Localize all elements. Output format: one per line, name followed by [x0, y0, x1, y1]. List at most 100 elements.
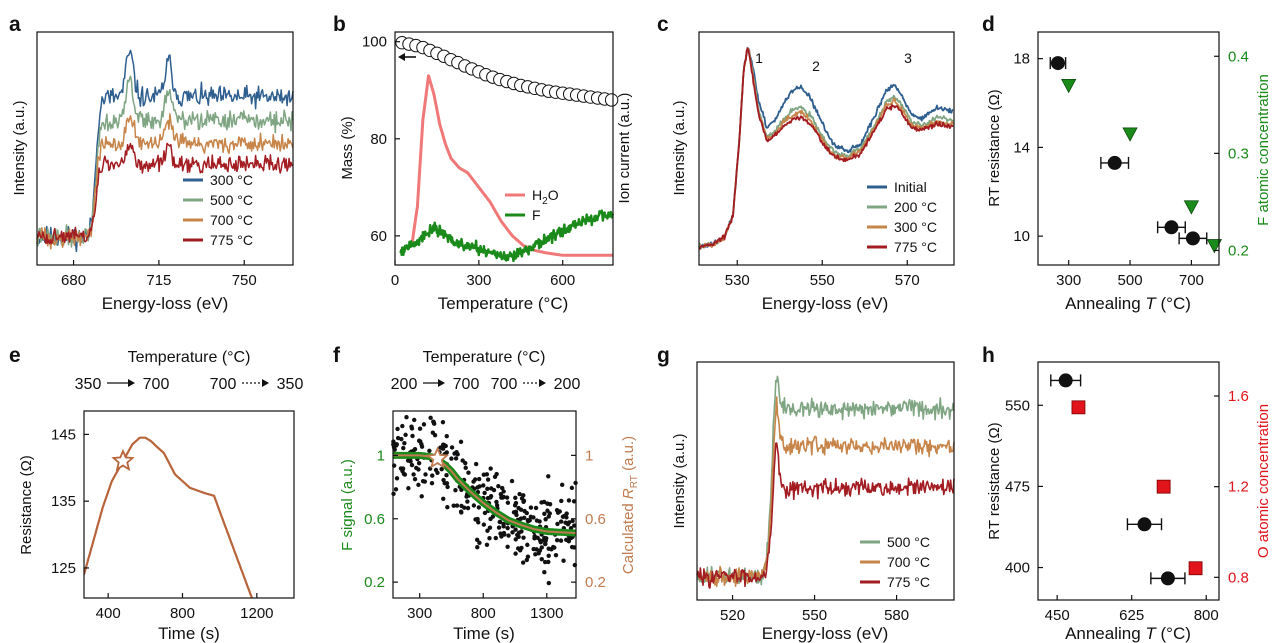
panel-c-chart: 530 550 570 1 2 3 Initial 200 °C 300 °C 775 °C Ene… — [671, 31, 955, 313]
data-point — [516, 530, 522, 535]
data-point — [534, 518, 540, 523]
x-tick-label: 680 — [61, 272, 86, 289]
f-concentration-marker — [1122, 127, 1138, 142]
data-point — [444, 433, 449, 439]
data-point — [501, 489, 506, 494]
data-point — [449, 456, 454, 461]
data-point — [526, 518, 532, 523]
data-point — [481, 522, 487, 527]
data-point — [566, 498, 572, 503]
x-tick-label: 500 — [1118, 272, 1143, 289]
y-tick-label: 0.3 — [1228, 145, 1249, 162]
data-point — [412, 477, 418, 482]
data-point — [455, 452, 460, 457]
x-tick-label: 530 — [725, 272, 750, 289]
data-point — [400, 423, 405, 429]
mass-marker — [604, 93, 619, 107]
series-line-3 — [698, 47, 954, 250]
y-tick-label: 1.2 — [1228, 479, 1249, 496]
f-concentration-marker — [1183, 200, 1200, 215]
data-point — [395, 435, 401, 441]
data-point — [410, 433, 415, 439]
star-marker-icon — [111, 448, 135, 472]
star-marker-icon — [425, 446, 450, 469]
top-temp-mid2: 700 — [210, 376, 237, 393]
data-point — [409, 426, 415, 431]
x-axis-label: Energy-loss (eV) — [762, 294, 889, 313]
legend-label: 500 °C — [887, 534, 930, 550]
y-tick-label: 10 — [1013, 228, 1030, 245]
panel-label-a: a — [9, 13, 21, 36]
resistance-marker — [1107, 155, 1122, 170]
data-point — [419, 441, 424, 447]
data-point — [417, 426, 423, 431]
data-point — [546, 559, 551, 565]
resistance-marker — [1137, 517, 1152, 532]
data-point — [524, 510, 529, 516]
f-concentration-marker — [1061, 78, 1077, 94]
y-tick-label: 18 — [1013, 51, 1030, 68]
y-tick-label: 1 — [377, 447, 385, 464]
data-point — [559, 482, 565, 487]
x-axis-label-part: T — [1145, 624, 1157, 643]
plot-frame — [698, 31, 955, 266]
data-point — [477, 540, 482, 546]
data-point — [430, 430, 436, 435]
panel-label-b: b — [333, 13, 346, 36]
data-point — [516, 534, 521, 540]
x-tick-label: 0 — [391, 272, 399, 289]
x-tick-label: 750 — [232, 272, 257, 289]
data-point — [427, 448, 432, 454]
data-point — [539, 545, 544, 550]
data-point — [406, 486, 411, 491]
data-point — [541, 499, 547, 505]
data-point — [440, 419, 446, 425]
data-point — [559, 498, 564, 504]
x-tick-label: 520 — [720, 607, 745, 624]
o-concentration-marker — [1188, 561, 1203, 576]
data-point — [531, 515, 536, 520]
y-tick-label: 145 — [51, 426, 76, 443]
peak-annotation: 1 — [755, 50, 763, 66]
y-axis-label: F signal (a.u.) — [339, 459, 356, 551]
panel-label-e: e — [9, 344, 21, 367]
right-axis-label: F atomic concentration — [1255, 74, 1272, 226]
data-point — [547, 511, 552, 516]
data-point — [441, 477, 446, 483]
data-point — [487, 536, 492, 541]
x-axis-label: Time (s) — [453, 624, 515, 643]
data-point — [475, 545, 480, 550]
data-point — [512, 503, 518, 508]
panel-a-chart: 680 715 750 300 °C 500 °C 700 °C 775 °C Energy-… — [11, 31, 294, 313]
data-point — [412, 417, 417, 423]
data-point — [422, 479, 428, 484]
x-tick-label: 800 — [471, 605, 496, 622]
data-point — [520, 560, 526, 565]
data-point — [395, 426, 400, 432]
panel-e-chart: 400 800 1200 125 135 145 Temperature (°C) 350 70… — [18, 349, 303, 643]
plot-frame — [696, 361, 955, 601]
y-tick-label: 0.8 — [1228, 569, 1249, 586]
data-point — [441, 496, 446, 501]
data-point — [445, 504, 450, 510]
data-point — [488, 495, 493, 500]
data-point — [487, 525, 493, 530]
data-point — [475, 516, 480, 522]
plot-frame — [1037, 361, 1220, 601]
data-point — [485, 528, 490, 533]
data-point — [416, 460, 422, 466]
top-axis-label: Temperature (°C) — [423, 349, 546, 366]
y-axis-label: RT resistance (Ω) — [986, 89, 1003, 206]
top-axis-label: Temperature (°C) — [128, 349, 251, 366]
data-point — [485, 477, 491, 482]
x-tick-label: 800 — [170, 605, 195, 622]
x-tick-label: 300 — [1056, 272, 1081, 289]
data-point — [543, 541, 548, 547]
data-point — [496, 483, 501, 489]
panel-label-c: c — [657, 13, 669, 36]
data-point — [416, 438, 422, 443]
panel-label-h: h — [982, 344, 995, 367]
top-temp-mid2: 700 — [491, 376, 518, 393]
